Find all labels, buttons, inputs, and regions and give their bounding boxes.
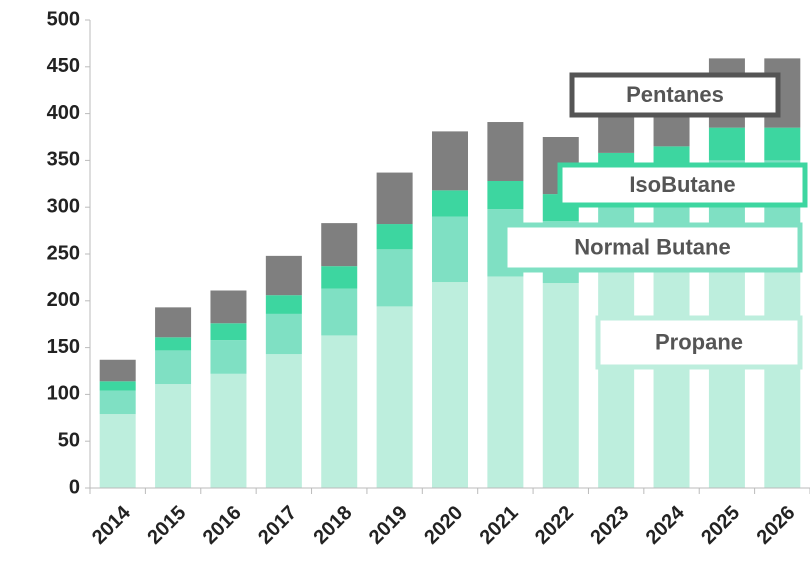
y-tick-label: 250 [47,242,80,264]
bar-segment [99,359,136,382]
bar-segment [487,122,524,181]
legend-box [502,222,803,273]
bar-segment [708,127,745,161]
bar-segment [321,223,358,267]
legend-box [569,72,781,118]
x-tick-label: 2021 [476,502,523,549]
x-tick-label: 2017 [254,502,301,549]
bar-segment [99,414,136,488]
bar-segment [376,224,413,250]
x-tick-label: 2025 [697,502,744,549]
y-tick-label: 100 [47,383,80,405]
bar-segment [432,131,468,191]
bar-segment [653,254,690,488]
bar-segment [155,307,192,338]
x-tick-label: 2016 [199,502,246,549]
x-tick-label: 2023 [586,502,633,549]
bar-segment [265,354,302,488]
bar-segment [265,295,302,314]
bar-segment [432,190,468,217]
y-tick-label: 0 [69,476,80,498]
x-tick-label: 2014 [88,501,136,549]
x-tick-label: 2019 [365,502,412,549]
bar-segment [210,290,247,324]
bar-segment [210,323,247,341]
bar-segment [487,276,524,488]
bar-segment [99,390,136,415]
bar-segment [321,266,358,289]
x-tick-label: 2024 [642,501,690,549]
bar-segment [542,283,579,488]
y-tick-label: 450 [47,55,80,77]
bar-segment [376,172,413,225]
y-tick-label: 300 [47,195,80,217]
x-tick-label: 2020 [420,502,467,549]
bar-segment [210,340,247,374]
bar-segment [99,381,136,391]
x-tick-label: 2018 [309,502,356,549]
bar-segment [265,255,302,296]
bar-segment [210,373,247,488]
x-tick-label: 2015 [143,502,190,549]
legend-label: Pentanes [626,82,724,107]
y-tick-label: 150 [47,336,80,358]
bar-segment [764,127,801,161]
bar-segment [376,306,413,488]
legend-label: Normal Butane [574,234,730,259]
bar-segment [155,384,192,488]
bar-segment [155,337,192,351]
y-tick-label: 400 [47,102,80,124]
bar-segment [487,180,524,210]
x-tick-label: 2022 [531,502,578,549]
bar-segment [265,313,302,355]
bar-segment [321,288,358,336]
bar-segment [432,216,468,283]
bar-segment [321,335,358,488]
x-tick-label: 2026 [753,502,800,549]
legend-label: Propane [655,329,743,354]
bar-segment [376,249,413,307]
y-tick-label: 200 [47,289,80,311]
bar-segment [432,282,468,488]
legend-box [595,315,803,370]
legend-box [557,162,808,208]
y-tick-label: 500 [47,8,80,30]
legend-label: IsoButane [629,172,735,197]
y-tick-label: 350 [47,149,80,171]
y-tick-label: 50 [58,429,80,451]
bar-segment [155,350,192,385]
bar-segment [598,258,635,488]
